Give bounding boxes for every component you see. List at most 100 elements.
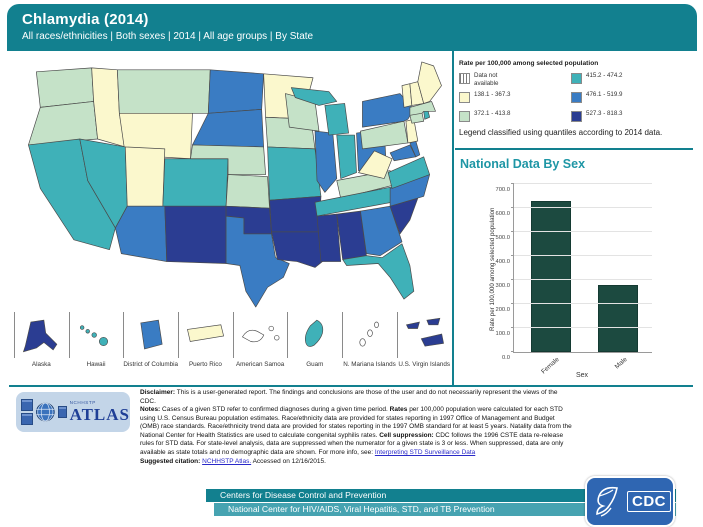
state-MS[interactable] bbox=[316, 213, 342, 262]
chart-gridline bbox=[514, 183, 652, 184]
panel-divider-vertical bbox=[452, 51, 454, 385]
y-tick-label: 500.0 bbox=[495, 235, 510, 241]
state-ND[interactable] bbox=[207, 69, 264, 114]
state-MA[interactable] bbox=[409, 101, 436, 116]
chart-gridline bbox=[514, 231, 652, 232]
legend-item-q1: 138.1 - 367.3 bbox=[459, 91, 571, 110]
state-IN[interactable] bbox=[336, 134, 357, 179]
inset-shape-puerto-rico[interactable] bbox=[186, 324, 224, 342]
legend-swatch-q4 bbox=[571, 92, 582, 103]
state-SD[interactable] bbox=[192, 109, 264, 148]
inset-shape-american-samoa[interactable] bbox=[241, 329, 264, 343]
state-FL[interactable] bbox=[342, 243, 415, 300]
section-divider-horizontal bbox=[9, 385, 693, 387]
inset-n-mariana-islands[interactable]: N. Mariana Islands bbox=[342, 312, 397, 369]
y-tick-mark bbox=[511, 303, 514, 304]
y-tick-mark bbox=[511, 327, 514, 328]
atlas-logo-large-text: ATLAS bbox=[69, 404, 130, 424]
y-tick-mark bbox=[511, 351, 514, 352]
state-MO[interactable] bbox=[267, 146, 322, 201]
inset-shape-hawaii[interactable] bbox=[98, 336, 108, 347]
state-ME[interactable] bbox=[417, 61, 442, 104]
inset-label: District of Columbia bbox=[123, 361, 179, 368]
state-WA[interactable] bbox=[35, 67, 94, 108]
legend-item-q2: 372.1 - 413.8 bbox=[459, 110, 571, 129]
y-tick-label: 400.0 bbox=[495, 259, 510, 265]
legend-item-q3: 415.2 - 474.2 bbox=[571, 72, 683, 91]
state-OR[interactable] bbox=[28, 101, 98, 146]
atlas-logo-small-text: NCHHSTP bbox=[69, 400, 96, 406]
page-title: Chlamydia (2014) bbox=[22, 11, 149, 28]
inset-us-virgin-islands[interactable]: U.S. Virgin Islands bbox=[396, 312, 452, 369]
state-NY[interactable] bbox=[362, 93, 415, 128]
y-tick-mark bbox=[511, 255, 514, 256]
state-CO[interactable] bbox=[162, 158, 229, 207]
panel-divider-horizontal bbox=[455, 148, 693, 150]
footer-bar-cdc: Centers for Disease Control and Preventi… bbox=[206, 489, 676, 502]
state-MT[interactable] bbox=[117, 69, 211, 114]
inset-puerto-rico[interactable]: Puerto Rico bbox=[178, 312, 233, 369]
cdc-hhs-logo[interactable]: CDC bbox=[585, 476, 675, 527]
inset-shape-dc[interactable] bbox=[140, 319, 163, 350]
atlas-doc-icon bbox=[57, 406, 67, 418]
cdc-wordmark: CDC bbox=[627, 491, 671, 512]
inset-label: Guam bbox=[306, 361, 324, 368]
map-legend: Data not available 138.1 - 367.3 372.1 -… bbox=[459, 72, 683, 129]
legend-title: Rate per 100,000 among selected populati… bbox=[459, 60, 599, 67]
globe-icon bbox=[36, 402, 55, 422]
state-KS[interactable] bbox=[225, 174, 270, 209]
sex-bar-chart bbox=[511, 183, 652, 353]
inset-label: N. Mariana Islands bbox=[343, 361, 396, 368]
report-header: Chlamydia (2014) All races/ethnicities |… bbox=[7, 4, 697, 51]
state-AR[interactable] bbox=[269, 195, 322, 233]
state-MI[interactable] bbox=[290, 87, 349, 136]
footer-bar-nchhstp: National Center for HIV/AIDS, Viral Hepa… bbox=[214, 503, 676, 516]
bar-female[interactable] bbox=[531, 201, 571, 352]
chart-gridline bbox=[514, 279, 652, 280]
state-GA[interactable] bbox=[360, 205, 403, 256]
disclaimer-link[interactable]: Interpreting STD Surveillance Data bbox=[374, 449, 476, 457]
inset-label: Puerto Rico bbox=[188, 361, 222, 368]
chart-gridline bbox=[514, 327, 652, 328]
inset-shape-alaska[interactable] bbox=[22, 319, 58, 353]
chart-gridline bbox=[514, 303, 652, 304]
report-filters-subtitle: All races/ethnicities | Both sexes | 201… bbox=[22, 31, 314, 42]
inset-label: Alaska bbox=[31, 361, 51, 368]
hhs-eagle-icon bbox=[596, 486, 618, 517]
legend-swatch-q1 bbox=[459, 92, 470, 103]
inset-shape-virgin-islands[interactable] bbox=[420, 333, 444, 347]
map-insets-row: Alaska Hawaii District of Columbia Puert… bbox=[14, 312, 452, 369]
inset-district-of-columbia[interactable]: District of Columbia bbox=[123, 312, 178, 369]
us-choropleth-map[interactable] bbox=[14, 56, 450, 308]
state-UT[interactable] bbox=[124, 146, 166, 207]
y-tick-label: 300.0 bbox=[495, 283, 510, 289]
inset-alaska[interactable]: Alaska bbox=[14, 312, 69, 369]
legend-item-na: Data not available bbox=[459, 72, 571, 91]
inset-guam[interactable]: Guam bbox=[287, 312, 342, 369]
chart-gridline bbox=[514, 255, 652, 256]
legend-swatch-q2 bbox=[459, 111, 470, 122]
inset-label: U.S. Virgin Islands bbox=[398, 361, 450, 368]
state-NM[interactable] bbox=[164, 205, 227, 264]
legend-swatch-na bbox=[459, 73, 470, 84]
state-TX[interactable] bbox=[225, 215, 290, 308]
y-tick-label: 200.0 bbox=[495, 307, 510, 313]
state-AZ[interactable] bbox=[115, 205, 168, 262]
state-WV[interactable] bbox=[358, 150, 393, 179]
y-tick-mark bbox=[511, 231, 514, 232]
x-category-male: Male bbox=[613, 356, 629, 371]
state-VA[interactable] bbox=[387, 156, 430, 189]
y-tick-label: 700.0 bbox=[495, 187, 510, 193]
legend-swatch-q3 bbox=[571, 73, 582, 84]
inset-shape-n-mariana[interactable] bbox=[367, 329, 373, 337]
bar-male[interactable] bbox=[598, 285, 638, 352]
inset-label: American Samoa bbox=[235, 361, 285, 368]
inset-shape-guam[interactable] bbox=[305, 319, 324, 347]
inset-american-samoa[interactable]: American Samoa bbox=[232, 312, 288, 369]
inset-hawaii[interactable]: Hawaii bbox=[68, 312, 124, 369]
inset-label: Hawaii bbox=[86, 361, 106, 368]
legend-item-q4: 476.1 - 519.9 bbox=[571, 91, 683, 110]
disclaimer-link[interactable]: NCHHSTP Atlas. bbox=[202, 457, 252, 465]
legend-item-q5: 527.3 - 818.3 bbox=[571, 110, 683, 129]
